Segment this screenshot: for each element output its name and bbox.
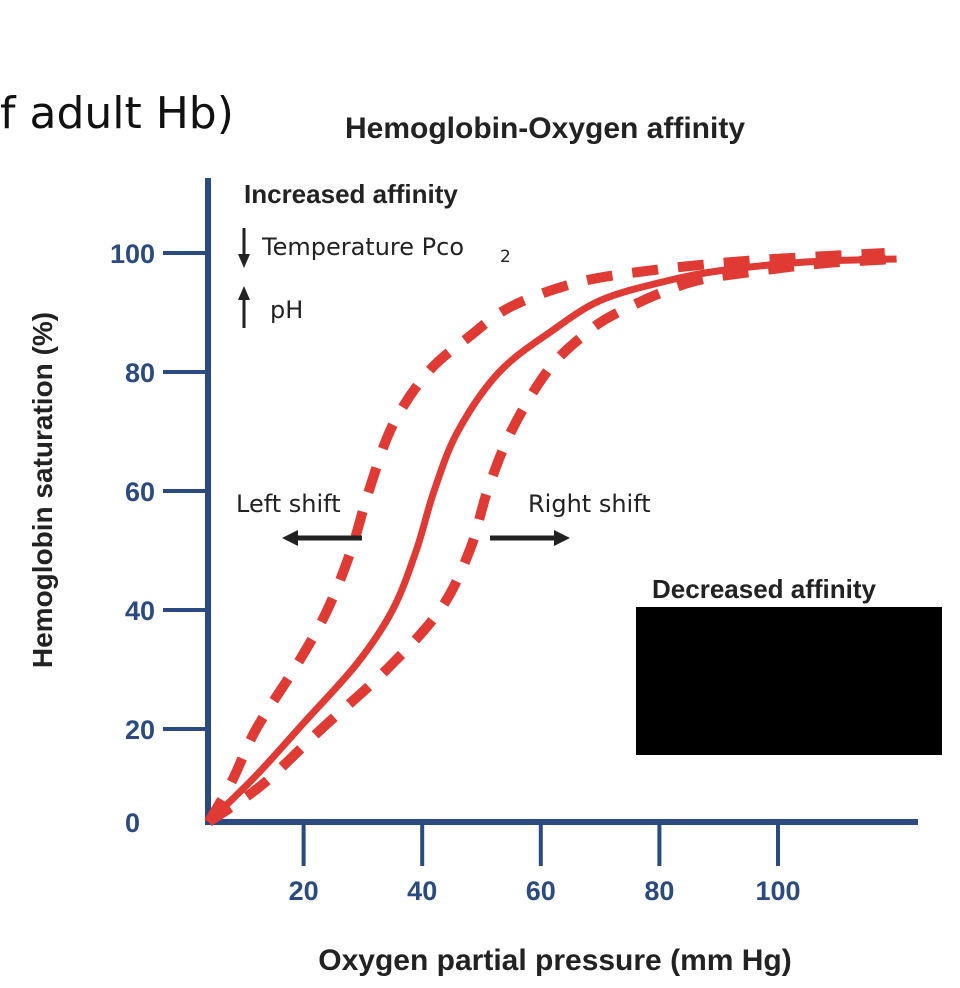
header-fragment: f adult Hb) <box>0 88 234 139</box>
curve-right-shift <box>205 253 897 827</box>
y-tick-label: 100 <box>110 239 155 269</box>
y-tick-label: 0 <box>125 808 140 838</box>
right-arrow-icon <box>490 530 570 546</box>
curves <box>204 248 897 827</box>
x-tick-label: 80 <box>644 876 674 906</box>
curve-normal <box>206 255 897 825</box>
y-tick-label: 80 <box>125 358 155 388</box>
ph-label: pH <box>270 296 303 324</box>
decreased-affinity-label: Decreased affinity <box>652 574 877 604</box>
chart-title: Hemoglobin-Oxygen affinity <box>345 112 745 145</box>
x-tick-label: 60 <box>526 876 556 906</box>
arrow-up-icon <box>238 286 250 328</box>
x-tick-label: 40 <box>407 876 437 906</box>
y-tick-label: 60 <box>125 477 155 507</box>
temperature-pco2-label: Temperature Pco <box>261 233 464 261</box>
x-tick-label: 100 <box>755 876 800 906</box>
pco2-subscript: 2 <box>500 247 511 267</box>
left-shift-label: Left shift <box>236 490 341 518</box>
left-arrow-icon <box>282 530 362 546</box>
x-tick-label: 20 <box>289 876 319 906</box>
axes: 0 20 40 60 80 100 20 40 60 80 100 <box>110 178 918 906</box>
y-axis-label: Hemoglobin saturation (%) <box>27 312 58 668</box>
x-axis-label: Oxygen partial pressure (mm Hg) <box>318 944 791 977</box>
y-tick-label: 20 <box>125 715 155 745</box>
y-tick-label: 40 <box>125 596 155 626</box>
arrow-down-icon <box>238 228 250 268</box>
right-shift-label: Right shift <box>528 490 651 518</box>
redaction-box <box>636 607 942 755</box>
increased-affinity-label: Increased affinity <box>244 179 458 209</box>
curve-left-shift <box>204 248 886 825</box>
